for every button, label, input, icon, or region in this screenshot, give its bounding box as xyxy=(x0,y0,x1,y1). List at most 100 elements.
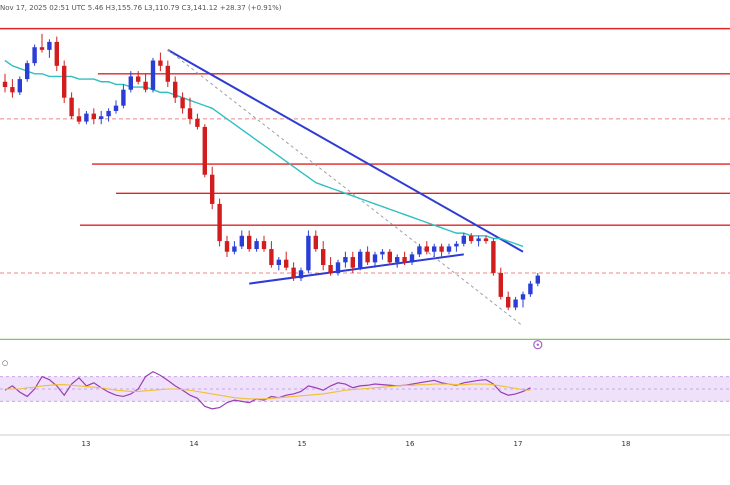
candle xyxy=(409,251,415,266)
candle xyxy=(239,230,244,250)
candle xyxy=(76,108,82,125)
candle-body xyxy=(202,126,207,175)
candle xyxy=(136,71,141,85)
candle xyxy=(446,243,452,255)
candle-body xyxy=(247,235,252,250)
candle xyxy=(165,60,170,88)
candle xyxy=(99,110,104,125)
rsi-ma-line xyxy=(5,383,531,400)
candle-body xyxy=(506,296,511,308)
candle-body xyxy=(284,259,289,268)
candle xyxy=(224,235,230,258)
candle xyxy=(298,267,304,281)
candle-body xyxy=(91,113,96,119)
candle-body xyxy=(2,81,8,88)
candle-body xyxy=(150,60,156,90)
candle xyxy=(173,76,178,103)
candle xyxy=(158,52,163,72)
candle xyxy=(254,238,259,252)
candle-body xyxy=(520,294,526,300)
candles xyxy=(2,33,543,350)
candle xyxy=(483,235,489,244)
candle-body xyxy=(232,246,237,252)
candle xyxy=(506,291,511,311)
candle xyxy=(491,238,496,276)
candle-body xyxy=(217,203,222,242)
candle-body xyxy=(432,246,437,252)
candle-body xyxy=(165,65,170,82)
candle xyxy=(321,241,326,271)
trendlines xyxy=(167,49,524,327)
candle xyxy=(143,73,148,93)
candle-body xyxy=(224,241,230,252)
candle-body xyxy=(291,267,296,279)
candle-body xyxy=(402,257,407,263)
candle xyxy=(513,296,518,311)
candle-body xyxy=(254,241,259,250)
trendline xyxy=(167,49,524,253)
x-tick-label: 13 xyxy=(82,440,91,448)
candle xyxy=(520,291,526,308)
candle-body xyxy=(47,41,52,50)
candle-body xyxy=(372,254,378,263)
candle xyxy=(121,84,126,109)
candle-body xyxy=(528,283,533,295)
candle-body xyxy=(10,87,15,93)
candle-body xyxy=(417,246,422,255)
candle-body xyxy=(513,299,518,308)
candle xyxy=(106,108,111,122)
candle xyxy=(469,233,474,244)
candle xyxy=(195,113,200,130)
candle-body xyxy=(180,97,185,109)
candle-body xyxy=(17,79,22,93)
candle xyxy=(2,73,8,93)
candle-body xyxy=(365,251,370,263)
trendline xyxy=(249,253,464,285)
candle-body xyxy=(439,246,444,252)
candle xyxy=(91,108,96,125)
moving-average-line xyxy=(4,59,524,248)
x-tick-label: 16 xyxy=(406,440,415,448)
candle-body xyxy=(350,257,355,268)
candle-body xyxy=(121,89,126,106)
candle xyxy=(180,92,185,114)
candle-body xyxy=(276,259,281,266)
candle xyxy=(380,249,385,260)
candle-body xyxy=(128,76,133,90)
candle xyxy=(128,71,133,93)
candle xyxy=(387,249,392,266)
candle xyxy=(10,79,15,98)
candle xyxy=(402,251,407,266)
candle xyxy=(454,241,459,252)
candle xyxy=(25,60,30,82)
candle-body xyxy=(84,113,89,122)
candle-body xyxy=(99,116,104,119)
candle-body xyxy=(269,249,274,266)
candle-body xyxy=(483,238,489,242)
candle-body xyxy=(461,235,466,244)
candle-body xyxy=(39,47,45,50)
candle-body xyxy=(143,81,148,90)
candle xyxy=(365,246,370,266)
candle-body xyxy=(210,174,215,204)
candle xyxy=(210,166,215,210)
candle xyxy=(202,124,207,178)
candle-body xyxy=(187,108,193,119)
candle xyxy=(150,57,156,93)
x-axis: 13 14 15 16 17 18 xyxy=(0,434,730,448)
candle-body xyxy=(25,63,30,80)
moving-average xyxy=(4,59,524,248)
candle-body xyxy=(380,251,385,255)
candle-body xyxy=(239,235,244,247)
candle xyxy=(247,230,252,252)
candle-body xyxy=(491,241,496,273)
candle xyxy=(62,60,67,103)
candle-body xyxy=(261,241,267,250)
candle-body xyxy=(54,41,59,66)
alert-marker-icon xyxy=(533,340,543,350)
candle xyxy=(306,230,311,273)
candle xyxy=(284,251,289,271)
candle-body xyxy=(387,251,392,263)
x-tick-label: 17 xyxy=(514,440,523,448)
